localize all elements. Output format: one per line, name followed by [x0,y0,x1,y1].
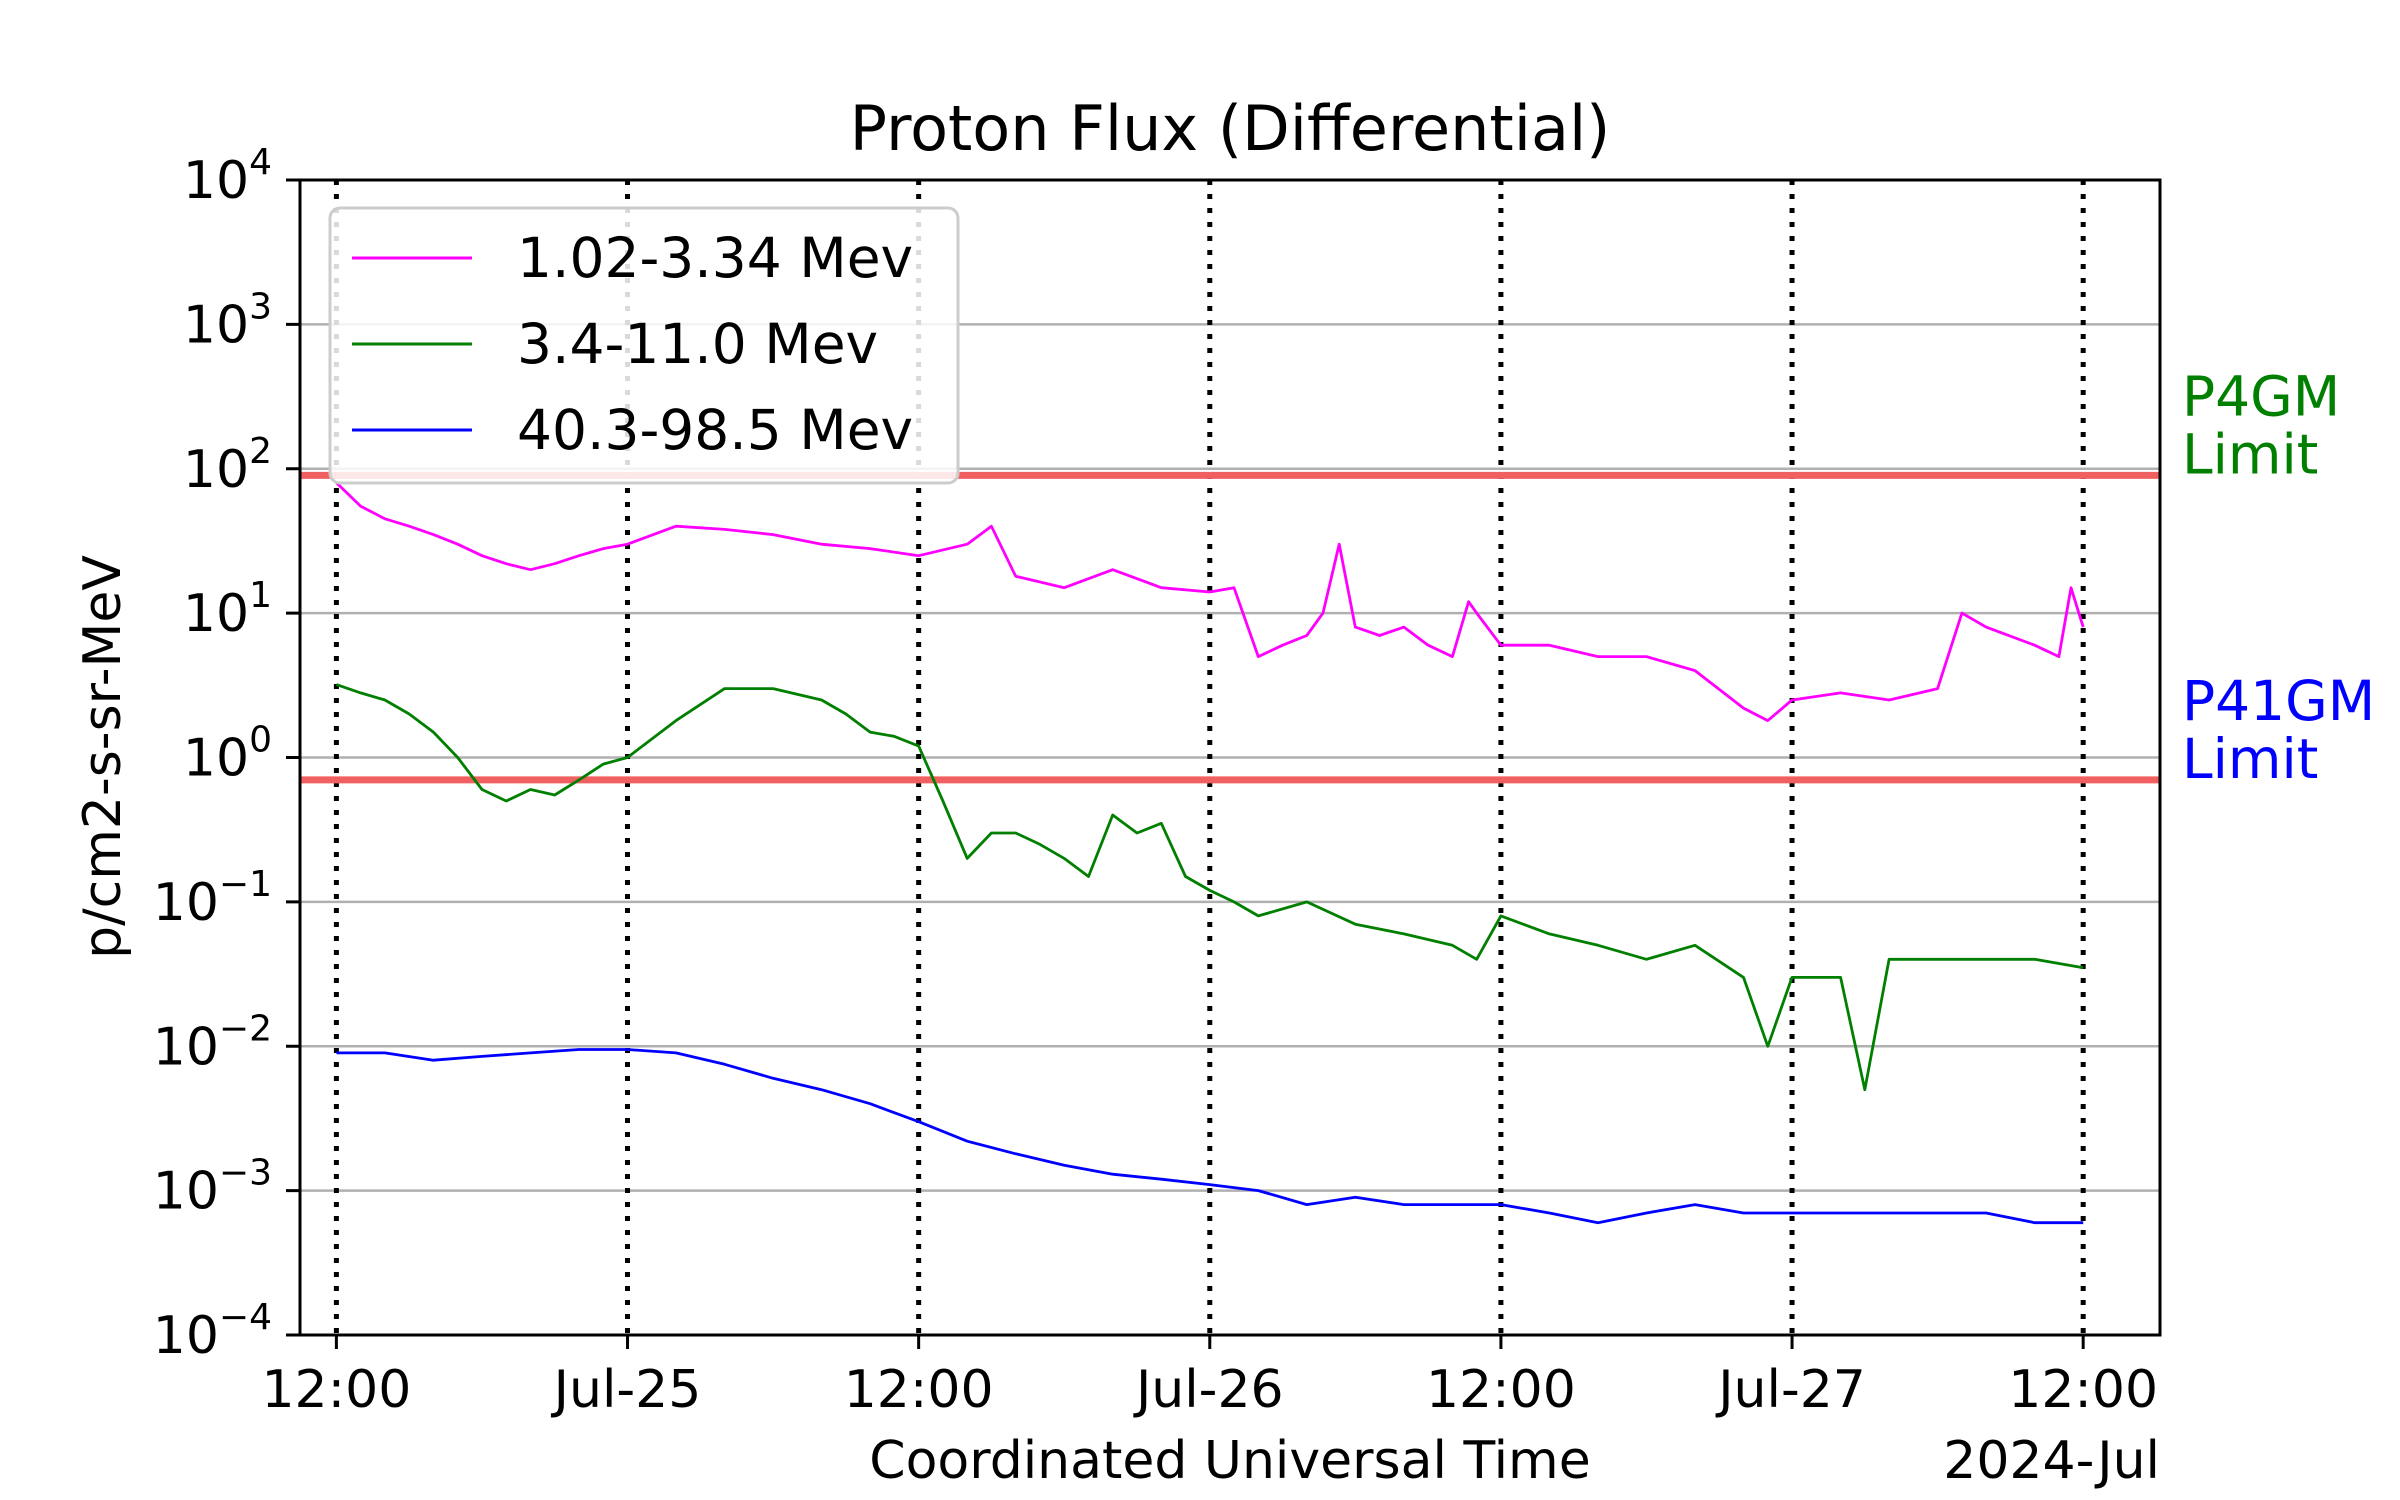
y-tick-exponent: 2 [249,431,272,472]
threshold-label-suffix: Limit [2182,727,2318,791]
legend-box [328,206,960,485]
x-tick-label: 12:00 [1426,1360,1576,1420]
x-tick-label: 12:00 [844,1360,994,1420]
chart-title: Proton Flux (Differential) [850,92,1611,165]
y-tick-exponent: 4 [249,142,272,183]
legend-label: 1.02-3.34 Mev [517,226,913,290]
y-tick-base: 10 [183,295,249,355]
y-tick-exponent: −4 [219,1297,272,1338]
y-tick-base: 10 [183,151,249,211]
x-offset-label: 2024-Jul [1943,1431,2160,1491]
legend-label: 3.4-11.0 Mev [517,312,878,376]
y-tick-base: 10 [153,1162,219,1222]
series-line [335,481,2085,722]
y-tick-label: 104 [183,142,272,211]
y-tick-base: 10 [153,873,219,933]
y-tick-exponent: −2 [219,1008,272,1049]
y-tick-label: 10−1 [153,864,272,933]
y-tick-base: 10 [183,584,249,644]
y-tick-base: 10 [183,440,249,500]
y-tick-label: 101 [183,575,272,644]
y-tick-base: 10 [153,1017,219,1077]
y-tick-exponent: 3 [249,286,272,327]
x-tick-label: 12:00 [261,1360,411,1420]
x-tick-label: Jul-27 [1715,1360,1866,1420]
y-tick-exponent: 0 [249,720,272,761]
legend: 1.02-3.34 Mev 3.4-11.0 Mev 40.3-98.5 Mev [328,206,960,485]
y-tick-label: 103 [183,286,272,355]
y-tick-label: 102 [183,431,272,500]
x-axis-label: Coordinated Universal Time [869,1431,1590,1491]
x-tick-label: 12:00 [2008,1360,2158,1420]
threshold-label-name: P41GM [2182,669,2375,733]
y-axis-label: p/cm2-s-sr-MeV [73,555,133,959]
y-tick-label: 10−3 [153,1153,272,1222]
series-line [335,683,2084,1092]
y-tick-label: 10−4 [153,1297,272,1366]
threshold-label-suffix: Limit [2182,422,2318,486]
y-tick-base: 10 [153,1306,219,1366]
x-tick-label: Jul-25 [551,1360,702,1420]
x-tick-label: Jul-26 [1133,1360,1284,1420]
y-tick-label: 10−2 [153,1008,272,1077]
y-tick-exponent: 1 [249,575,272,616]
threshold-label-name: P4GM [2182,364,2340,428]
y-tick-exponent: −3 [219,1153,272,1194]
y-tick-base: 10 [183,729,249,789]
y-tick-label: 100 [183,720,272,789]
legend-label: 40.3-98.5 Mev [517,398,913,462]
series-line [336,1048,2084,1225]
series-lines [335,481,2085,1225]
y-tick-exponent: −1 [219,864,272,905]
